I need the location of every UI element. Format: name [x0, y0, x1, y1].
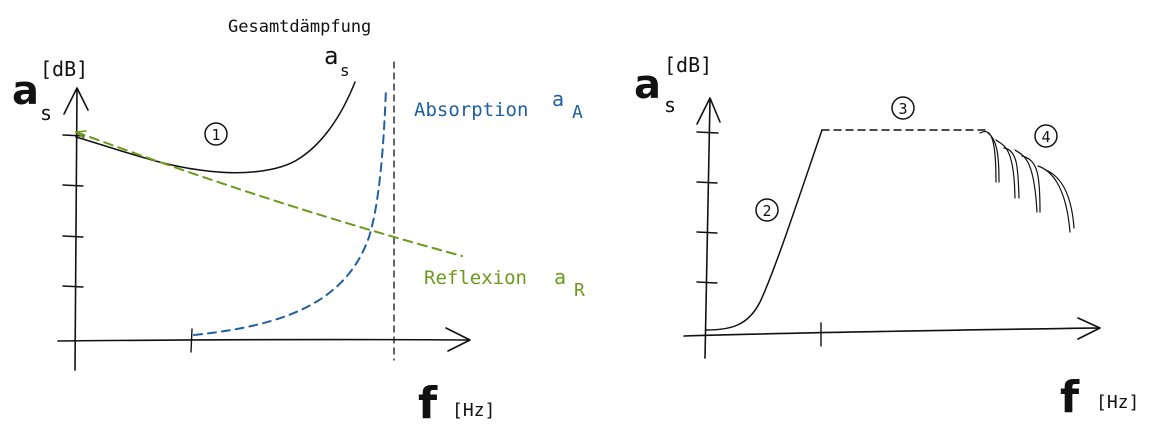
right-x-axis-arrow: [1077, 317, 1101, 340]
marker-2-circle: [755, 198, 779, 222]
total-curve-symbol: a: [324, 42, 338, 70]
reflexion-start-arrow: [75, 130, 87, 139]
rising-attenuation-curve: [705, 129, 823, 331]
left-diagram: [57, 61, 471, 371]
right-y-tick: [696, 131, 719, 134]
right-y-tick: [696, 181, 718, 184]
gesamtdaempfung-label: Gesamtdämpfung: [228, 17, 371, 37]
right-x-axis-unit: [Hz]: [1096, 392, 1139, 413]
marker-3-label: 3: [898, 100, 907, 118]
marker-2-label: 2: [762, 202, 771, 220]
absorption-label: Absorption: [414, 99, 528, 121]
right-diagram: [683, 96, 1101, 359]
right-y-axis: [704, 99, 711, 359]
total-attenuation-curve: [75, 81, 356, 174]
marker-4-circle: [1034, 124, 1058, 148]
absorption-subscript: A: [572, 102, 583, 123]
absorption-curve: [193, 87, 387, 336]
right-y-axis-subscript: s: [664, 93, 676, 117]
reflexion-curve: [75, 131, 463, 257]
reflexion-label: Reflexion: [424, 267, 527, 289]
left-x-tick: [190, 328, 193, 353]
right-y-axis-unit: [dB]: [664, 53, 712, 77]
marker-3-circle: [891, 96, 915, 120]
left-x-axis-unit: [Hz]: [452, 400, 495, 421]
right-y-axis-symbol: a: [634, 62, 661, 108]
left-y-tick: [62, 235, 84, 238]
left-y-axis-symbol: a: [12, 68, 39, 114]
resonance-dips: [979, 131, 1075, 233]
marker-4-label: 4: [1041, 128, 1050, 146]
left-y-tick: [62, 285, 84, 288]
absorption-symbol: a: [552, 87, 564, 111]
right-x-axis-symbol: f: [1060, 372, 1080, 423]
left-y-axis-subscript: s: [40, 101, 52, 125]
left-y-axis-arrow: [63, 87, 89, 115]
reflexion-symbol: a: [554, 265, 566, 289]
right-x-axis: [683, 327, 1099, 337]
right-y-tick: [696, 231, 718, 234]
marker-1-circle: [204, 122, 228, 146]
right-y-tick: [696, 281, 718, 284]
left-x-axis-symbol: f: [418, 378, 438, 429]
total-curve-subscript: s: [340, 61, 350, 80]
left-x-axis-arrow: [445, 327, 471, 352]
marker-1-label: 1: [211, 126, 220, 144]
left-y-tick: [62, 184, 84, 187]
left-x-axis: [57, 338, 469, 342]
right-y-axis-arrow: [696, 97, 721, 125]
left-y-axis-unit: [dB]: [40, 57, 88, 81]
reflexion-subscript: R: [574, 280, 585, 301]
